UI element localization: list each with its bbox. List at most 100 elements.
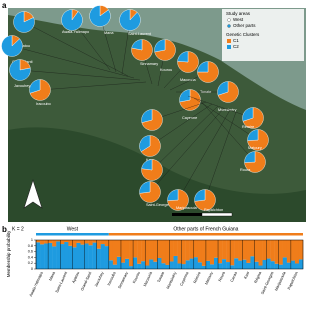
bar-segment <box>84 243 89 269</box>
x-tick-label: Cacao <box>230 271 238 283</box>
y-tick-label: 0.8 <box>28 244 33 248</box>
leader-line <box>177 109 231 201</box>
leader-line <box>149 103 213 147</box>
pie-slice <box>139 181 151 194</box>
site-label: Mana <box>104 31 114 35</box>
bar-segment <box>52 240 57 247</box>
bar-segment <box>161 240 166 264</box>
legend-label: C2 <box>233 44 239 49</box>
site-label: Iracoubo <box>36 102 51 106</box>
bar-segment <box>52 246 57 269</box>
y-axis-label: Membership probability <box>6 230 11 277</box>
site-label: Sinnamary <box>140 62 158 66</box>
bar-segment <box>145 265 150 269</box>
bar-segment <box>92 240 97 243</box>
bar-segment <box>133 257 138 269</box>
pie <box>1 35 23 57</box>
pie-slice <box>197 61 209 73</box>
bar-segment <box>181 240 186 265</box>
bar-segment <box>250 240 255 257</box>
pie-slice <box>89 5 111 27</box>
bar-segment <box>258 240 263 266</box>
y-tick-label: 0.4 <box>28 255 33 259</box>
site-label: Saint-Laurent <box>128 32 152 36</box>
bar-segment <box>44 243 49 269</box>
bar-segment <box>129 240 134 267</box>
pie <box>247 129 269 151</box>
legend-title: Genetic Clusters <box>226 32 260 37</box>
bar-segment <box>104 246 110 269</box>
pie-slice <box>61 9 83 31</box>
pie-slice <box>154 39 166 53</box>
region-bar <box>36 233 109 236</box>
leader-line <box>39 81 147 91</box>
x-tick-label: Rémire <box>193 271 202 284</box>
bar-segment <box>242 240 247 260</box>
legend-box <box>222 9 304 61</box>
x-tick-label: Saint-Georges <box>260 271 274 295</box>
pie <box>167 189 189 211</box>
bar-segment <box>189 258 194 269</box>
bar-segment <box>181 264 186 269</box>
bar-segment <box>169 240 174 262</box>
x-tick-label: Awala-Yalimapo <box>29 271 44 297</box>
bar-segment <box>129 266 134 269</box>
pie <box>242 107 264 129</box>
bar-segment <box>125 258 130 269</box>
x-tick-label: Macouria <box>143 270 154 287</box>
legend-label: Other parts <box>233 23 256 28</box>
bar-segment <box>120 240 126 263</box>
pie-slice <box>167 189 189 211</box>
bar-segment <box>60 240 65 245</box>
figure: a Study areas Genetic Clusters b K = 2 M… <box>1 1 306 297</box>
bar-segment <box>112 240 118 265</box>
bar-segment <box>290 240 296 261</box>
bar-segment <box>189 240 194 259</box>
site-label: Montsinéry <box>218 108 237 112</box>
bar-segment <box>270 240 275 262</box>
bar-segment <box>205 260 211 269</box>
north-arrow <box>23 179 43 209</box>
plot-frame <box>35 239 304 270</box>
bar-segment <box>246 240 251 263</box>
scale-bar <box>172 212 233 217</box>
legend-title: Study areas <box>226 11 251 16</box>
x-tick-label: Apatou <box>72 271 81 284</box>
site-label: Roura <box>240 168 251 172</box>
scale-segment <box>172 213 202 216</box>
pie-slice <box>177 51 199 73</box>
legend-label: C1 <box>233 38 239 43</box>
bar-segment <box>230 240 235 266</box>
legend: Study areas Genetic Clusters <box>222 9 304 61</box>
bar-segment <box>76 242 81 269</box>
bar-segment <box>169 261 174 269</box>
pie-slice <box>29 79 41 94</box>
bar-segment <box>44 240 49 244</box>
bar-segment <box>161 263 166 269</box>
bar-segment <box>230 265 235 269</box>
x-tick-label: Tonate <box>157 271 165 283</box>
bar-segment <box>209 240 215 265</box>
bar-segment <box>141 240 146 262</box>
legend-swatch <box>227 39 231 43</box>
site-label: Macouria <box>180 78 197 82</box>
bar-segment <box>286 240 292 263</box>
bar-segment <box>254 261 259 269</box>
bar-segment <box>80 244 85 269</box>
x-tick-label: Cayenne <box>179 271 189 286</box>
x-tick-label: Montsinéry <box>166 271 178 290</box>
bar-segment <box>125 240 130 259</box>
pie <box>177 51 199 73</box>
pie <box>179 89 201 111</box>
x-tick-label: Maripasoula <box>274 270 287 291</box>
pie <box>197 61 219 83</box>
region-bar <box>108 233 304 236</box>
bar-segment <box>254 240 259 262</box>
leader-line <box>11 45 135 79</box>
pie <box>141 109 163 131</box>
bar-segment <box>100 244 105 269</box>
pie-slice <box>217 81 239 103</box>
x-tick-label: Saint-Laurent <box>55 270 69 293</box>
site-label: Javouhey <box>14 84 30 88</box>
bar-segment <box>137 263 142 269</box>
